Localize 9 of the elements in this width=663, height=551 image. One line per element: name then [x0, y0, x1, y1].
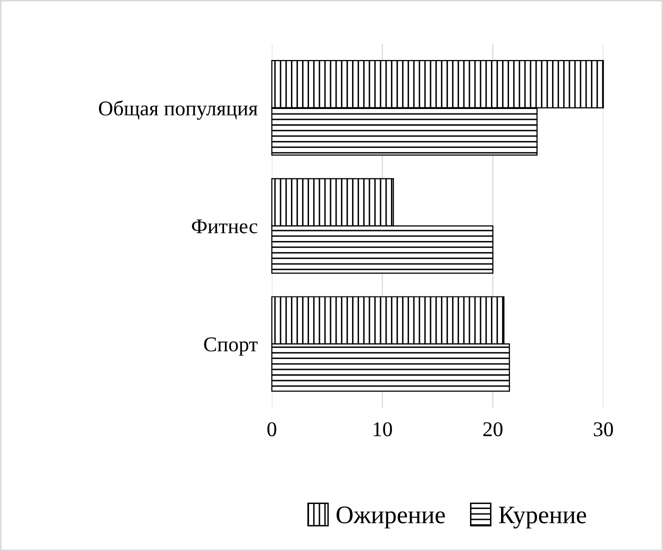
x-tick-label: 0: [267, 422, 276, 436]
y-tick-label: Спорт: [204, 337, 258, 356]
y-tick-label: Общая популяция: [98, 100, 258, 120]
x-tick-label: 20: [483, 422, 502, 436]
legend-label: Курение: [498, 506, 586, 528]
legend-label: Ожирение: [336, 506, 445, 528]
x-tick-label: 10: [374, 422, 392, 436]
x-tick-label: 30: [594, 422, 613, 436]
y-tick-label: Фитнес: [192, 219, 258, 234]
